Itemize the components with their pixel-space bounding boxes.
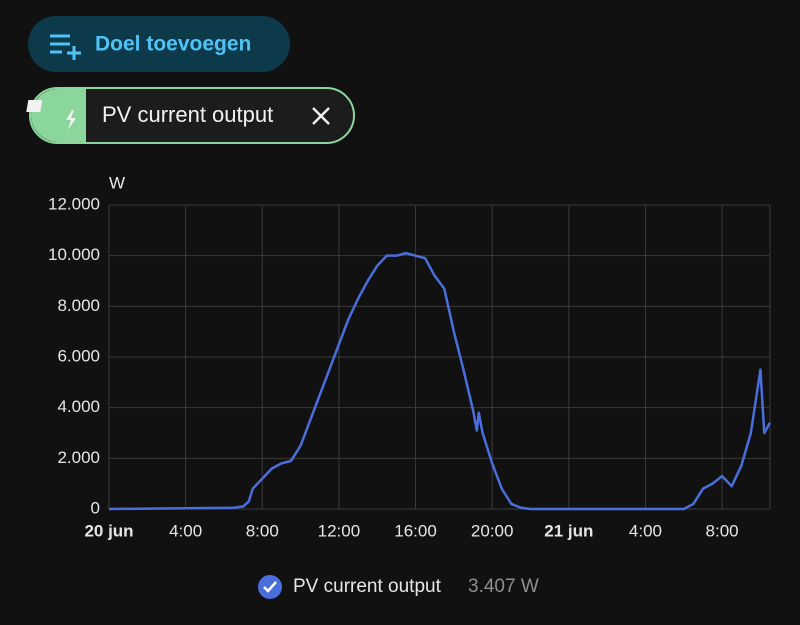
x-tick-label: 21 jun — [544, 521, 593, 540]
y-tick-label: 10.000 — [48, 245, 100, 264]
button-bg — [28, 16, 290, 72]
x-tick-label: 20 jun — [84, 521, 133, 540]
x-tick-label: 16:00 — [394, 521, 437, 540]
x-tick-label: 4:00 — [169, 521, 202, 540]
y-tick-label: 12.000 — [48, 194, 100, 213]
button-label: Doel toevoegen — [95, 33, 251, 56]
x-tick-label: 20:00 — [471, 521, 514, 540]
entity-chip[interactable]: PV current output — [26, 87, 355, 144]
chip-label: PV current output — [102, 102, 273, 127]
chip-icon-bg — [31, 89, 86, 142]
y-axis-label: W — [109, 173, 125, 192]
x-tick-label: 4:00 — [629, 521, 662, 540]
legend[interactable]: PV current output 3.407 W — [258, 575, 539, 599]
plot: 0 2.000 4.000 6.000 8.000 10.000 12.000 20 jun 4… — [48, 194, 772, 540]
y-tick-label: 2.000 — [57, 448, 100, 467]
chip-bg — [29, 87, 355, 144]
x-tick-label: 8:00 — [706, 521, 739, 540]
x-tick-label: 12:00 — [318, 521, 361, 540]
y-tick-label: 6.000 — [57, 346, 100, 365]
y-tick-label: 0 — [91, 498, 100, 517]
legend-value: 3.407 W — [468, 576, 539, 597]
pv-icon — [26, 100, 76, 130]
y-tick-label: 4.000 — [57, 397, 100, 416]
check-mark — [263, 581, 277, 593]
chip-remove[interactable] — [312, 107, 330, 125]
add-target-button[interactable]: Doel toevoegen — [28, 16, 290, 72]
y-tick-label: 8.000 — [57, 296, 100, 315]
series-line — [108, 251, 772, 511]
legend-label: PV current output — [293, 576, 442, 597]
x-tick-label: 8:00 — [246, 521, 279, 540]
add-icon — [50, 34, 81, 60]
